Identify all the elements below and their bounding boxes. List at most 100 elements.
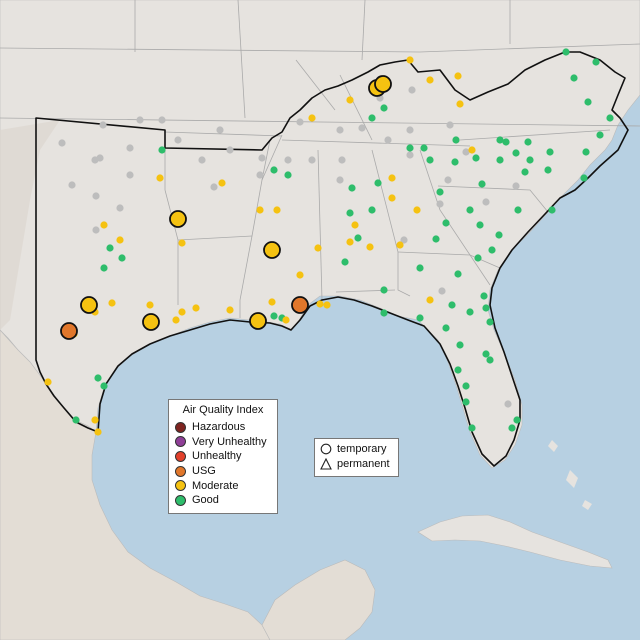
- station-marker[interactable]: [456, 341, 464, 349]
- station-marker[interactable]: [374, 179, 382, 187]
- station-marker[interactable]: [546, 148, 554, 156]
- station-marker[interactable]: [388, 194, 396, 202]
- station-marker[interactable]: [570, 74, 578, 82]
- station-marker[interactable]: [444, 176, 452, 184]
- station-marker[interactable]: [496, 136, 504, 144]
- station-marker[interactable]: [380, 286, 388, 294]
- station-marker[interactable]: [226, 306, 234, 314]
- station-marker[interactable]: [420, 144, 428, 152]
- station-marker[interactable]: [486, 356, 494, 364]
- station-marker[interactable]: [466, 308, 474, 316]
- station-marker[interactable]: [496, 156, 504, 164]
- station-marker[interactable]: [323, 301, 331, 309]
- station-marker[interactable]: [100, 382, 108, 390]
- station-marker[interactable]: [174, 136, 182, 144]
- station-marker[interactable]: [436, 200, 444, 208]
- station-marker[interactable]: [426, 76, 434, 84]
- station-marker[interactable]: [432, 235, 440, 243]
- station-marker[interactable]: [426, 156, 434, 164]
- station-marker[interactable]: [172, 316, 180, 324]
- station-marker[interactable]: [454, 270, 462, 278]
- station-marker[interactable]: [462, 398, 470, 406]
- temporary-station-marker[interactable]: [80, 296, 98, 314]
- station-marker[interactable]: [126, 144, 134, 152]
- station-marker[interactable]: [486, 318, 494, 326]
- station-marker[interactable]: [400, 236, 408, 244]
- station-marker[interactable]: [526, 156, 534, 164]
- station-marker[interactable]: [514, 206, 522, 214]
- station-marker[interactable]: [462, 382, 470, 390]
- station-marker[interactable]: [58, 139, 66, 147]
- station-marker[interactable]: [512, 182, 520, 190]
- station-marker[interactable]: [258, 154, 266, 162]
- temporary-station-marker[interactable]: [374, 75, 392, 93]
- station-marker[interactable]: [116, 204, 124, 212]
- station-marker[interactable]: [502, 138, 510, 146]
- station-marker[interactable]: [452, 136, 460, 144]
- station-marker[interactable]: [380, 309, 388, 317]
- station-marker[interactable]: [406, 144, 414, 152]
- station-marker[interactable]: [448, 301, 456, 309]
- station-marker[interactable]: [100, 221, 108, 229]
- station-marker[interactable]: [462, 148, 470, 156]
- station-marker[interactable]: [336, 176, 344, 184]
- station-marker[interactable]: [451, 158, 459, 166]
- station-marker[interactable]: [366, 243, 374, 251]
- station-marker[interactable]: [472, 154, 480, 162]
- station-marker[interactable]: [504, 400, 512, 408]
- station-marker[interactable]: [524, 138, 532, 146]
- station-marker[interactable]: [316, 300, 324, 308]
- station-marker[interactable]: [512, 149, 520, 157]
- station-marker[interactable]: [270, 166, 278, 174]
- station-marker[interactable]: [476, 221, 484, 229]
- station-marker[interactable]: [442, 324, 450, 332]
- station-marker[interactable]: [544, 166, 552, 174]
- station-marker[interactable]: [118, 254, 126, 262]
- station-marker[interactable]: [268, 298, 276, 306]
- station-marker[interactable]: [478, 180, 486, 188]
- station-marker[interactable]: [270, 312, 278, 320]
- station-marker[interactable]: [296, 271, 304, 279]
- temporary-station-marker[interactable]: [60, 322, 78, 340]
- station-marker[interactable]: [584, 98, 592, 106]
- station-marker[interactable]: [368, 114, 376, 122]
- station-marker[interactable]: [406, 56, 414, 64]
- station-marker[interactable]: [284, 156, 292, 164]
- temporary-station-marker[interactable]: [142, 313, 160, 331]
- station-marker[interactable]: [308, 114, 316, 122]
- station-marker[interactable]: [513, 416, 521, 424]
- station-marker[interactable]: [341, 258, 349, 266]
- station-marker[interactable]: [454, 366, 462, 374]
- station-marker[interactable]: [521, 168, 529, 176]
- station-marker[interactable]: [314, 244, 322, 252]
- station-marker[interactable]: [146, 301, 154, 309]
- station-marker[interactable]: [468, 146, 476, 154]
- station-marker[interactable]: [582, 148, 590, 156]
- station-marker[interactable]: [358, 124, 366, 132]
- station-marker[interactable]: [548, 206, 556, 214]
- station-marker[interactable]: [273, 206, 281, 214]
- station-marker[interactable]: [346, 96, 354, 104]
- station-marker[interactable]: [106, 244, 114, 252]
- station-marker[interactable]: [406, 126, 414, 134]
- station-marker[interactable]: [351, 221, 359, 229]
- temporary-station-marker[interactable]: [249, 312, 267, 330]
- station-marker[interactable]: [192, 304, 200, 312]
- station-marker[interactable]: [178, 308, 186, 316]
- station-marker[interactable]: [508, 424, 516, 432]
- station-marker[interactable]: [408, 86, 416, 94]
- station-marker[interactable]: [158, 146, 166, 154]
- station-marker[interactable]: [348, 184, 356, 192]
- station-marker[interactable]: [596, 131, 604, 139]
- station-marker[interactable]: [436, 188, 444, 196]
- station-marker[interactable]: [256, 206, 264, 214]
- station-marker[interactable]: [296, 118, 304, 126]
- station-marker[interactable]: [488, 246, 496, 254]
- station-marker[interactable]: [99, 121, 107, 129]
- station-marker[interactable]: [380, 104, 388, 112]
- station-marker[interactable]: [388, 174, 396, 182]
- station-marker[interactable]: [495, 231, 503, 239]
- station-marker[interactable]: [416, 314, 424, 322]
- station-marker[interactable]: [336, 126, 344, 134]
